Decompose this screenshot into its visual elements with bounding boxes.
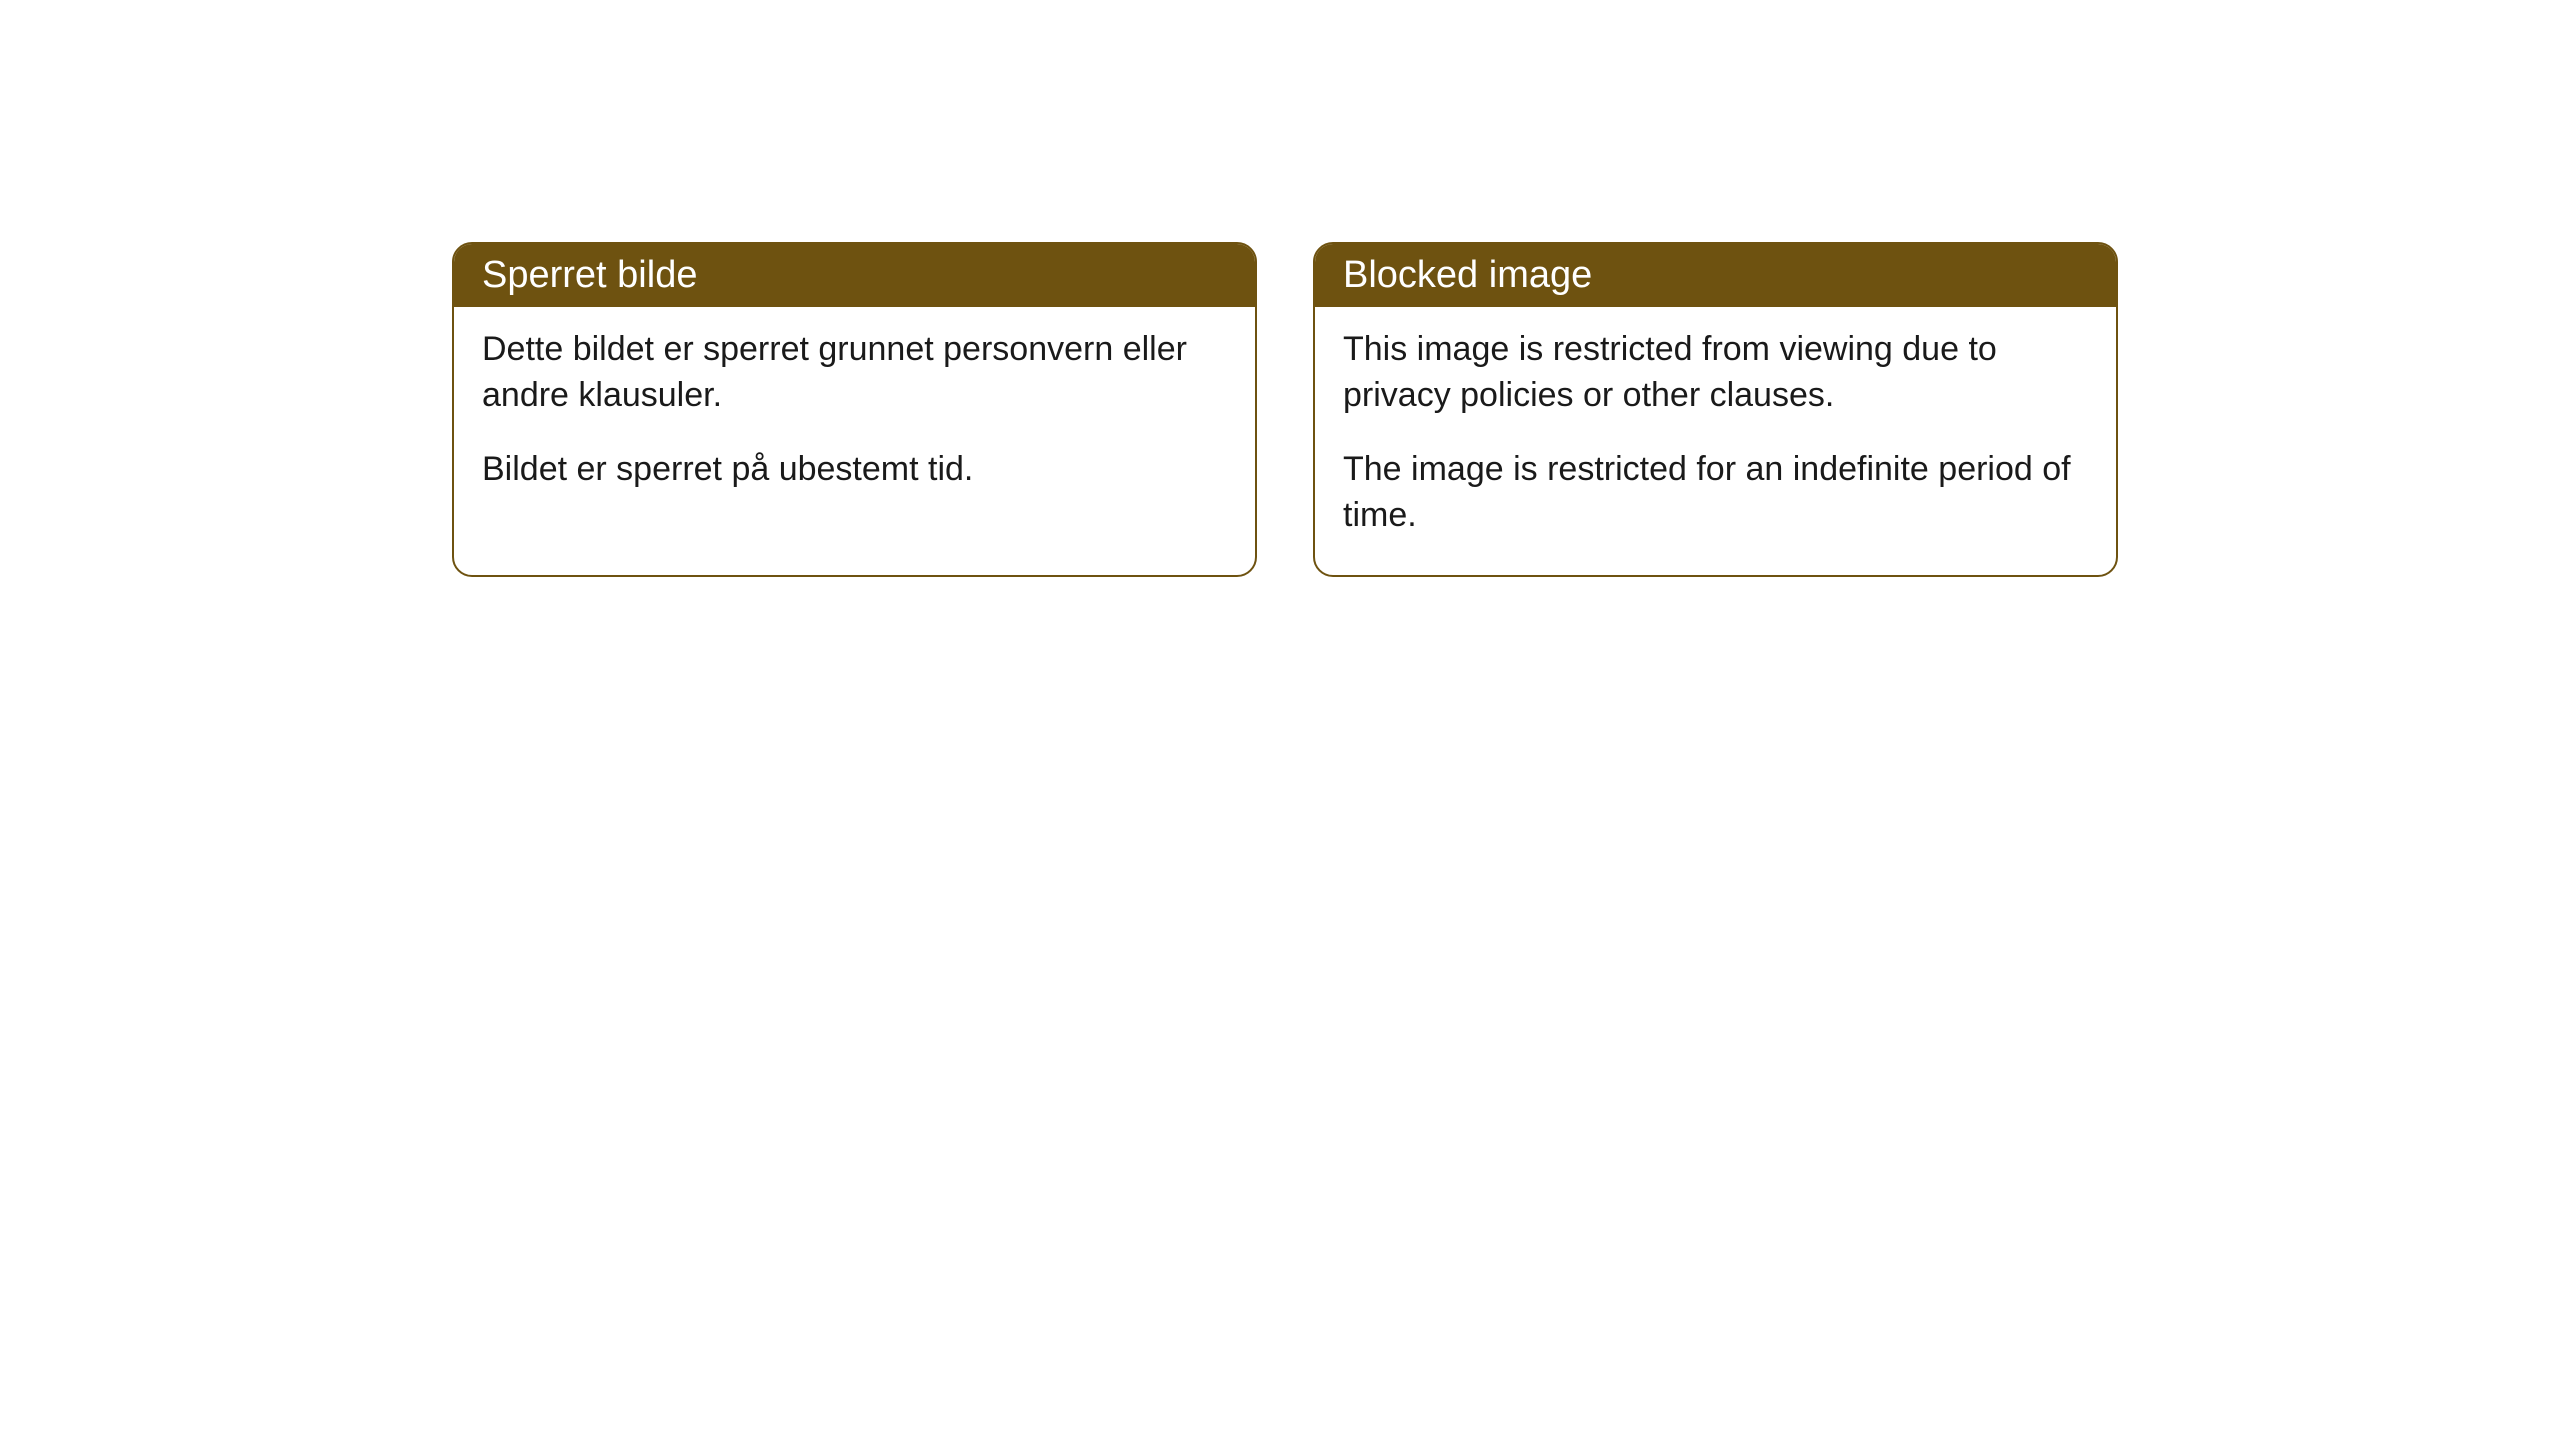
notice-card-norwegian: Sperret bilde Dette bildet er sperret gr…: [452, 242, 1257, 577]
notice-paragraph: The image is restricted for an indefinit…: [1343, 447, 2088, 539]
notice-paragraph: Dette bildet er sperret grunnet personve…: [482, 327, 1227, 419]
notice-card-english: Blocked image This image is restricted f…: [1313, 242, 2118, 577]
notice-paragraph: This image is restricted from viewing du…: [1343, 327, 2088, 419]
notice-title: Blocked image: [1343, 254, 1592, 296]
notice-body-norwegian: Dette bildet er sperret grunnet personve…: [454, 307, 1255, 529]
notice-body-english: This image is restricted from viewing du…: [1315, 307, 2116, 575]
notice-header-english: Blocked image: [1315, 244, 2116, 307]
notice-header-norwegian: Sperret bilde: [454, 244, 1255, 307]
notice-container: Sperret bilde Dette bildet er sperret gr…: [452, 242, 2560, 577]
notice-paragraph: Bildet er sperret på ubestemt tid.: [482, 447, 1227, 493]
notice-title: Sperret bilde: [482, 254, 697, 296]
